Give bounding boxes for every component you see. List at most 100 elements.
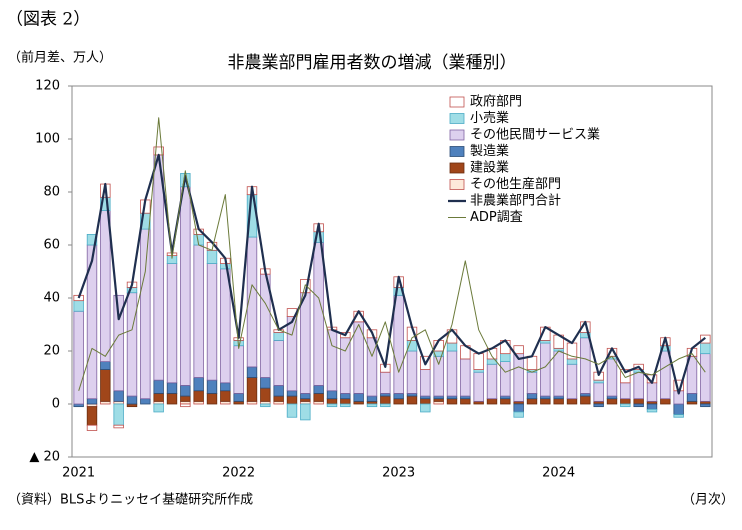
legend-swatch <box>449 146 465 157</box>
x-tick-label: 2024 <box>542 466 575 481</box>
bar-segment <box>260 387 271 402</box>
bar-segment <box>513 411 524 418</box>
bar-segment <box>380 395 391 405</box>
bar-segment <box>273 385 284 397</box>
bar-segment <box>340 392 351 400</box>
bar-segment <box>433 355 444 397</box>
legend-label: 小売業 <box>470 110 509 126</box>
bar-segment <box>153 154 164 381</box>
legend-swatch <box>449 113 465 124</box>
bar-segment <box>326 403 338 408</box>
bar-segment <box>540 342 551 397</box>
y-tick-label: 0 <box>52 397 60 412</box>
bar-segment <box>353 392 364 402</box>
bar-segment <box>326 329 338 392</box>
bar-segment <box>126 395 138 405</box>
y-tick-label: 120 <box>35 79 60 94</box>
bar-segment <box>673 403 684 416</box>
bar-segment <box>526 355 538 370</box>
bar-segment <box>420 398 431 405</box>
bar-segment <box>526 398 538 405</box>
bar-segment <box>660 398 671 405</box>
bar-segment <box>460 358 471 397</box>
bar-segment <box>526 371 538 394</box>
bar-segment <box>246 366 258 378</box>
bar-segment <box>633 371 644 400</box>
bar-segment <box>420 403 431 413</box>
bar-segment <box>100 361 111 370</box>
legend-label: ADP調査 <box>470 210 523 225</box>
bar-segment <box>646 382 658 402</box>
bar-segment <box>86 398 98 405</box>
y-tick-label: 80 <box>43 185 60 200</box>
legend-label: その他生産部門 <box>470 176 561 192</box>
bar-segment <box>313 241 324 386</box>
bar-segment <box>260 377 271 389</box>
bar-segment <box>646 403 658 410</box>
bar-segment <box>300 292 311 394</box>
bar-segment <box>486 363 498 400</box>
legend-label: 非農業部門合計 <box>470 193 561 209</box>
source: （資料）BLSよりニッセイ基礎研究所作成 <box>8 493 253 508</box>
bar-segment <box>193 377 204 392</box>
bar-segment <box>366 395 378 402</box>
y-unit: （前月差、万人） <box>8 50 112 66</box>
bar-segment <box>473 353 484 370</box>
bar-segment <box>513 353 524 402</box>
bar-segment <box>273 395 284 402</box>
chart-title: 非農業部門雇用者数の増減（業種別） <box>228 53 517 73</box>
bar-segment <box>513 345 524 355</box>
bar-segment <box>593 403 604 408</box>
x-tick-label: 2021 <box>62 466 95 481</box>
bar-segment <box>500 353 511 362</box>
bar-segment <box>313 392 324 402</box>
bar-segment <box>326 390 338 400</box>
bar-segment <box>540 398 551 405</box>
bar-segment <box>553 398 564 405</box>
bar-segment <box>286 316 298 392</box>
bar-segment <box>180 385 191 397</box>
bar-segment <box>673 414 684 418</box>
bar-segment <box>686 392 698 402</box>
bar-segment <box>86 233 98 246</box>
x-tick-label: 2023 <box>382 466 415 481</box>
bar-segment <box>180 395 191 402</box>
bar-segment <box>206 249 218 264</box>
bar-segment <box>406 395 418 405</box>
bar-segment <box>153 379 164 394</box>
bar-segment <box>566 398 578 405</box>
bar-segment <box>420 369 431 397</box>
bar-segment <box>500 361 511 397</box>
bar-segment <box>86 424 98 431</box>
bar-segment <box>153 403 164 413</box>
bar-segment <box>620 403 631 408</box>
bar-segment <box>313 385 324 394</box>
bar-segment <box>700 353 711 402</box>
bar-segment <box>113 424 124 429</box>
bar-segment <box>206 379 218 394</box>
bar-segment <box>446 350 458 397</box>
legend-label: 政府部門 <box>470 95 522 110</box>
y-tick-label: 20 <box>43 344 60 359</box>
legend-label: 建設業 <box>470 160 509 176</box>
bar-segment <box>113 390 124 402</box>
bar-segment <box>406 350 418 394</box>
bar-segment <box>233 392 244 402</box>
bar-segment <box>340 398 351 405</box>
bar-segment <box>606 398 618 405</box>
bar-segment <box>553 350 564 397</box>
x-tick-label: 2022 <box>222 466 255 481</box>
y-tick-label: 60 <box>43 238 60 253</box>
bar-segment <box>473 371 484 402</box>
bar-segment <box>606 358 618 397</box>
x-unit: （月次） <box>682 492 734 508</box>
bar-segment <box>660 350 671 400</box>
bar-segment <box>646 408 658 413</box>
bar-segment <box>580 395 591 405</box>
bar-segment <box>340 337 351 394</box>
bar-segment <box>460 398 471 405</box>
bar-segment <box>326 398 338 405</box>
y-tick-label: 100 <box>35 132 60 147</box>
